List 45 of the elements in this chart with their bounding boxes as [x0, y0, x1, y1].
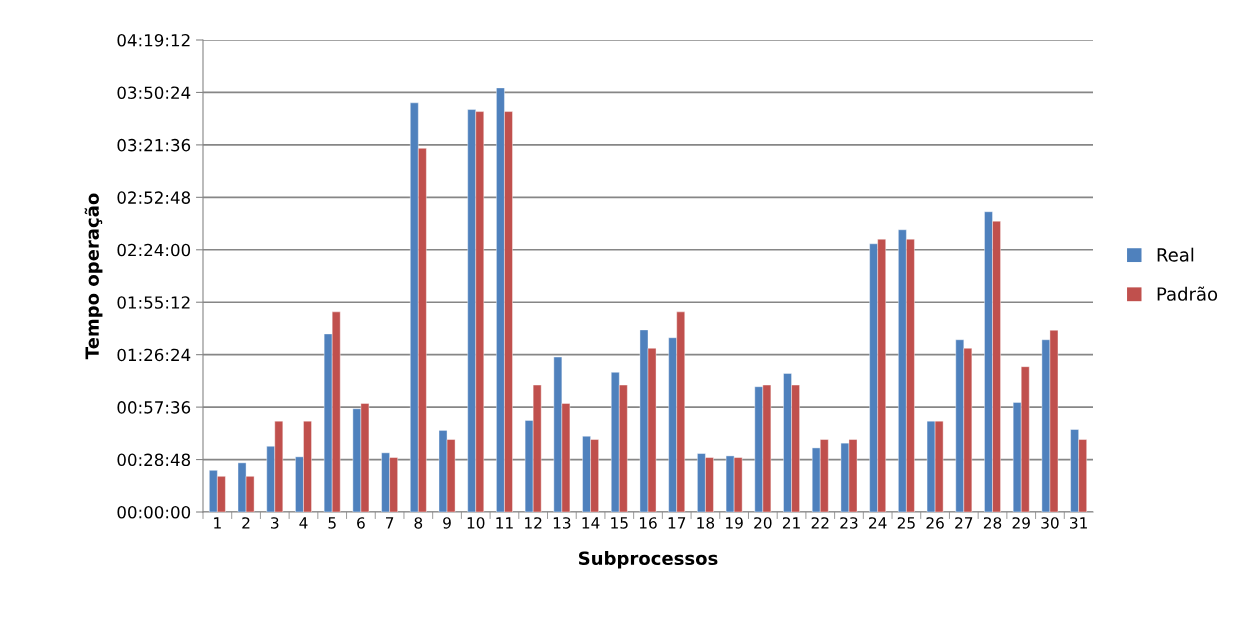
x-tick-label: 23 — [840, 517, 858, 529]
y-tick-label: 03:50:24 — [117, 86, 191, 100]
x-tick-label: 12 — [525, 517, 542, 529]
legend-label: Padrão — [1157, 286, 1218, 301]
x-axis-title: Subprocessos — [578, 551, 718, 569]
x-tick-label: 28 — [983, 517, 1002, 529]
x-tick-label: 2 — [242, 517, 250, 529]
x-tick-label: 11 — [496, 517, 513, 529]
x-tick-label: 13 — [553, 517, 571, 529]
x-tick-label: 17 — [668, 517, 686, 529]
y-tick-label: 00:00:00 — [117, 505, 191, 519]
x-tick-label: 16 — [639, 517, 657, 529]
x-tick-label: 24 — [869, 517, 887, 529]
x-tick-label: 4 — [299, 517, 308, 529]
y-tick-label: 04:19:12 — [117, 33, 190, 47]
x-tick-label: 21 — [782, 517, 800, 529]
y-tick-label: 02:24:00 — [117, 243, 191, 257]
y-tick-label: 02:52:48 — [117, 191, 191, 204]
legend-label: Real — [1157, 247, 1194, 262]
y-tick-label: 03:21:36 — [117, 138, 191, 152]
x-tick-label: 15 — [611, 517, 628, 529]
x-tick-label: 22 — [811, 517, 829, 529]
x-tick-label: 9 — [443, 517, 451, 529]
x-tick-label: 5 — [328, 517, 336, 529]
x-tick-label: 30 — [1041, 517, 1059, 529]
x-tick-label: 26 — [926, 517, 944, 529]
x-tick-label: 25 — [897, 517, 915, 529]
y-tick-label: 01:26:24 — [117, 348, 191, 362]
y-tick-label: 01:55:12 — [117, 296, 190, 309]
x-tick-label: 18 — [697, 517, 715, 529]
y-tick-label: 00:57:36 — [117, 401, 191, 414]
x-tick-label: 19 — [726, 517, 743, 529]
x-tick-label: 8 — [414, 517, 423, 529]
x-tick-label: 3 — [271, 517, 279, 529]
x-tick-label: 7 — [386, 517, 394, 529]
y-tick-label: 00:28:48 — [117, 453, 191, 467]
x-tick-label: 6 — [357, 517, 365, 529]
x-tick-label: 14 — [582, 517, 600, 529]
x-tick-label: 27 — [955, 517, 973, 529]
x-tick-label: 31 — [1070, 517, 1087, 529]
x-tick-label: 10 — [467, 517, 485, 529]
x-tick-label: 1 — [214, 517, 221, 529]
x-tick-label: 20 — [754, 517, 772, 529]
x-tick-label: 29 — [1012, 517, 1030, 529]
y-axis-title: Tempo operação — [84, 193, 103, 360]
